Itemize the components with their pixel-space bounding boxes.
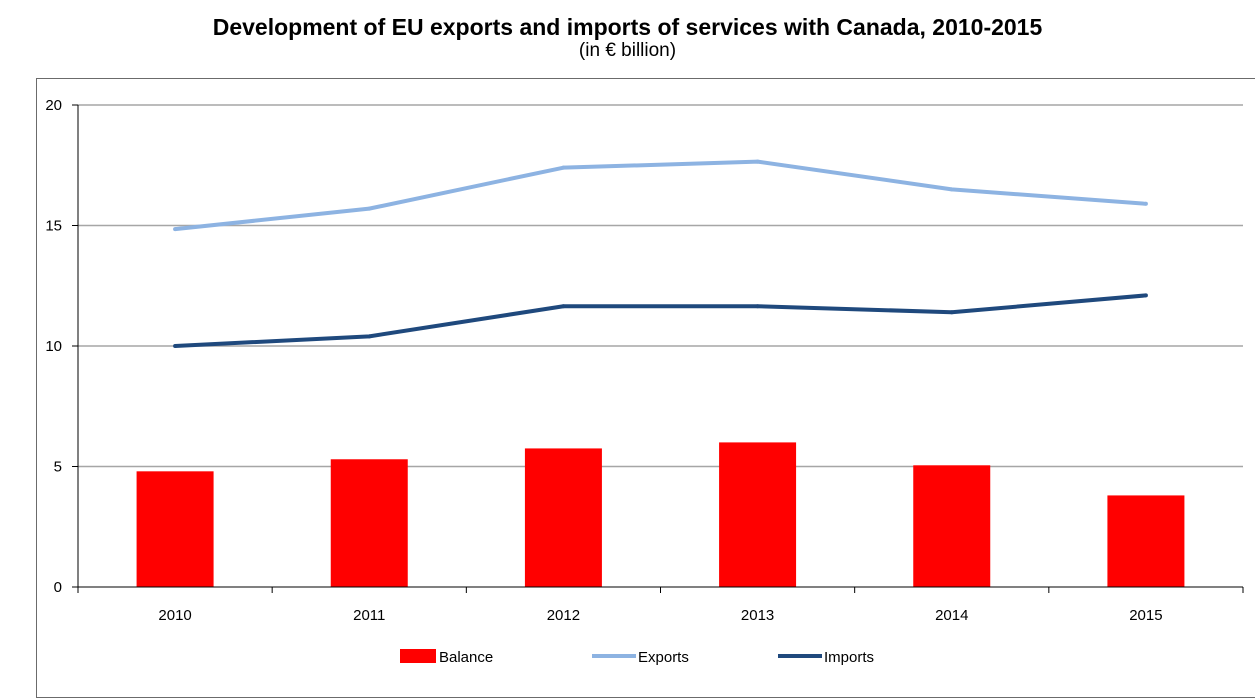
x-tick-label: 2014 <box>935 607 968 624</box>
series-line-imports <box>174 293 1147 348</box>
y-tick-label: 10 <box>45 338 62 355</box>
bar-balance <box>136 471 214 587</box>
point-imports <box>367 334 372 339</box>
point-imports <box>173 344 178 348</box>
point-exports <box>755 159 760 164</box>
bar-balance <box>719 442 797 587</box>
y-tick-label: 20 <box>45 97 62 114</box>
y-tick-label: 5 <box>54 459 62 476</box>
legend-label-balance: Balance <box>439 649 493 666</box>
point-exports <box>949 187 954 192</box>
x-tick-label: 2011 <box>353 607 385 624</box>
chart-subtitle: (in € billion) <box>578 40 677 61</box>
x-tick-label: 2010 <box>158 607 191 624</box>
point-exports <box>561 165 566 170</box>
legend-swatch-balance <box>400 649 436 663</box>
point-imports <box>1143 293 1148 298</box>
x-tick-label: 2013 <box>741 607 774 624</box>
title-block: Development of EU exports and imports of… <box>0 14 1255 62</box>
series-line-exports <box>174 159 1147 232</box>
x-tick-label: 2015 <box>1129 607 1162 624</box>
point-imports <box>755 304 760 309</box>
legend-label-imports: Imports <box>824 649 874 666</box>
point-exports <box>173 227 178 232</box>
point-imports <box>949 310 954 315</box>
y-tick-label: 15 <box>45 218 62 235</box>
bar-balance <box>1107 495 1185 587</box>
bar-balance <box>524 448 602 587</box>
x-tick-label: 2012 <box>547 607 580 624</box>
chart-title: Development of EU exports and imports of… <box>212 14 1043 40</box>
point-exports <box>367 206 372 211</box>
legend-label-exports: Exports <box>638 649 689 666</box>
point-exports <box>1143 201 1148 206</box>
bar-balance <box>330 459 408 587</box>
y-tick-label: 0 <box>54 579 62 596</box>
bar-balance <box>913 465 991 587</box>
point-imports <box>561 304 566 309</box>
chart-svg: 0 5 10 15 20 2010 2011 2012 2013 2014 2015 Balance E… <box>45 97 1244 666</box>
